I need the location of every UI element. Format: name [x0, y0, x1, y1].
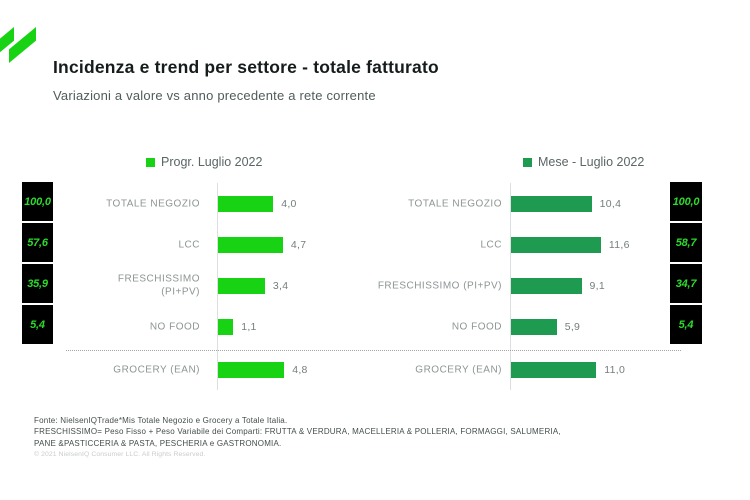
bar-value-label: 4,8 — [292, 363, 308, 376]
bar-value-label: 4,0 — [281, 197, 297, 210]
bar-progr — [218, 277, 265, 294]
nielseniq-logo-icon — [0, 27, 58, 65]
footer-notes: Fonte: NielsenIQTrade*Mis Totale Negozio… — [34, 415, 561, 460]
legend-label-progr: Progr. Luglio 2022 — [161, 155, 263, 169]
bar-value-label: 5,9 — [564, 320, 581, 333]
category-label: LCC — [178, 238, 200, 250]
incidence-value: 57,6 — [22, 223, 53, 262]
chart-panel-progr: TOTALE NEGOZIO 4,0 LCC 4,7 FRESCHISSIMO … — [75, 183, 375, 390]
bar-value-label: 10,4 — [599, 197, 622, 210]
incidence-value: 5,4 — [670, 305, 702, 344]
category-label: NO FOOD — [149, 320, 200, 332]
chart-panel-mese: TOTALE NEGOZIO 10,4 LCC 11,6 FRESCHISSIM… — [362, 183, 682, 390]
legend-progr: Progr. Luglio 2022 — [146, 155, 262, 169]
category-label: TOTALE NEGOZIO — [408, 197, 502, 209]
page-title: Incidenza e trend per settore - totale f… — [53, 57, 439, 77]
incidence-value: 34,7 — [670, 264, 702, 303]
bar-row-no-food: NO FOOD 5,9 — [362, 306, 682, 347]
category-label: FRESCHISSIMO (PI+PV) — [377, 279, 502, 291]
incidence-value: 58,7 — [670, 223, 702, 262]
bar-value-label: 11,0 — [604, 363, 626, 376]
category-label: FRESCHISSIMO (PI+PV) — [117, 273, 200, 298]
bar-mese — [511, 318, 557, 335]
bar-row-grocery: GROCERY (EAN) 11,0 — [362, 349, 682, 390]
bar-progr — [218, 318, 234, 335]
footer-line: Fonte: NielsenIQTrade*Mis Totale Negozio… — [34, 416, 288, 425]
incidence-value: 35,9 — [22, 264, 53, 303]
bar-row-lcc: LCC 4,7 — [75, 224, 375, 265]
incidence-column-progr: 100,0 57,6 35,9 5,4 — [22, 182, 53, 346]
bar-row-freschissimo: FRESCHISSIMO (PI+PV) 9,1 — [362, 265, 682, 306]
bar-value-label: 9,1 — [589, 279, 605, 292]
incidence-value: 100,0 — [22, 182, 53, 221]
axis-line — [510, 183, 511, 390]
legend-swatch-progr-icon — [146, 157, 155, 167]
grocery-separator-line — [66, 350, 681, 351]
bar-value-label: 4,7 — [290, 238, 307, 251]
bar-row-totale-negozio: TOTALE NEGOZIO 4,0 — [75, 183, 375, 224]
bar-row-grocery: GROCERY (EAN) 4,8 — [75, 349, 375, 390]
legend-label-mese: Mese - Luglio 2022 — [538, 155, 645, 169]
legend-mese: Mese - Luglio 2022 — [523, 155, 644, 169]
category-label: NO FOOD — [451, 320, 502, 332]
bar-progr — [218, 236, 283, 253]
category-label: GROCERY (EAN) — [113, 363, 200, 375]
copyright-text: © 2021 NielsenIQ Consumer LLC. All Right… — [34, 450, 206, 458]
bar-progr — [218, 195, 274, 212]
bar-row-freschissimo: FRESCHISSIMO (PI+PV) 3,4 — [75, 265, 375, 306]
bar-mese — [511, 361, 597, 378]
page-subtitle: Variazioni a valore vs anno precedente a… — [53, 88, 376, 103]
bar-mese — [511, 236, 601, 253]
bar-progr — [218, 361, 285, 378]
bar-value-label: 3,4 — [272, 279, 289, 292]
incidence-value: 5,4 — [22, 305, 53, 344]
bar-row-no-food: NO FOOD 1,1 — [75, 306, 375, 347]
category-label: TOTALE NEGOZIO — [106, 197, 200, 209]
bar-value-label: 1,1 — [241, 320, 257, 333]
bar-mese — [511, 195, 592, 212]
footer-line: FRESCHISSIMO= Peso Fisso + Peso Variabil… — [34, 427, 561, 437]
footer-line: PANE &PASTICCERIA & PASTA, PESCHERIA e G… — [34, 438, 282, 448]
bar-row-totale-negozio: TOTALE NEGOZIO 10,4 — [362, 183, 682, 224]
incidence-column-mese: 100,0 58,7 34,7 5,4 — [670, 182, 702, 346]
category-label: GROCERY (EAN) — [415, 363, 502, 375]
legend-swatch-mese-icon — [523, 157, 532, 167]
category-label: LCC — [480, 238, 502, 250]
bar-row-lcc: LCC 11,6 — [362, 224, 682, 265]
bar-value-label: 11,6 — [608, 238, 630, 251]
incidence-value: 100,0 — [670, 182, 702, 221]
axis-line — [217, 183, 218, 390]
bar-mese — [511, 277, 582, 294]
